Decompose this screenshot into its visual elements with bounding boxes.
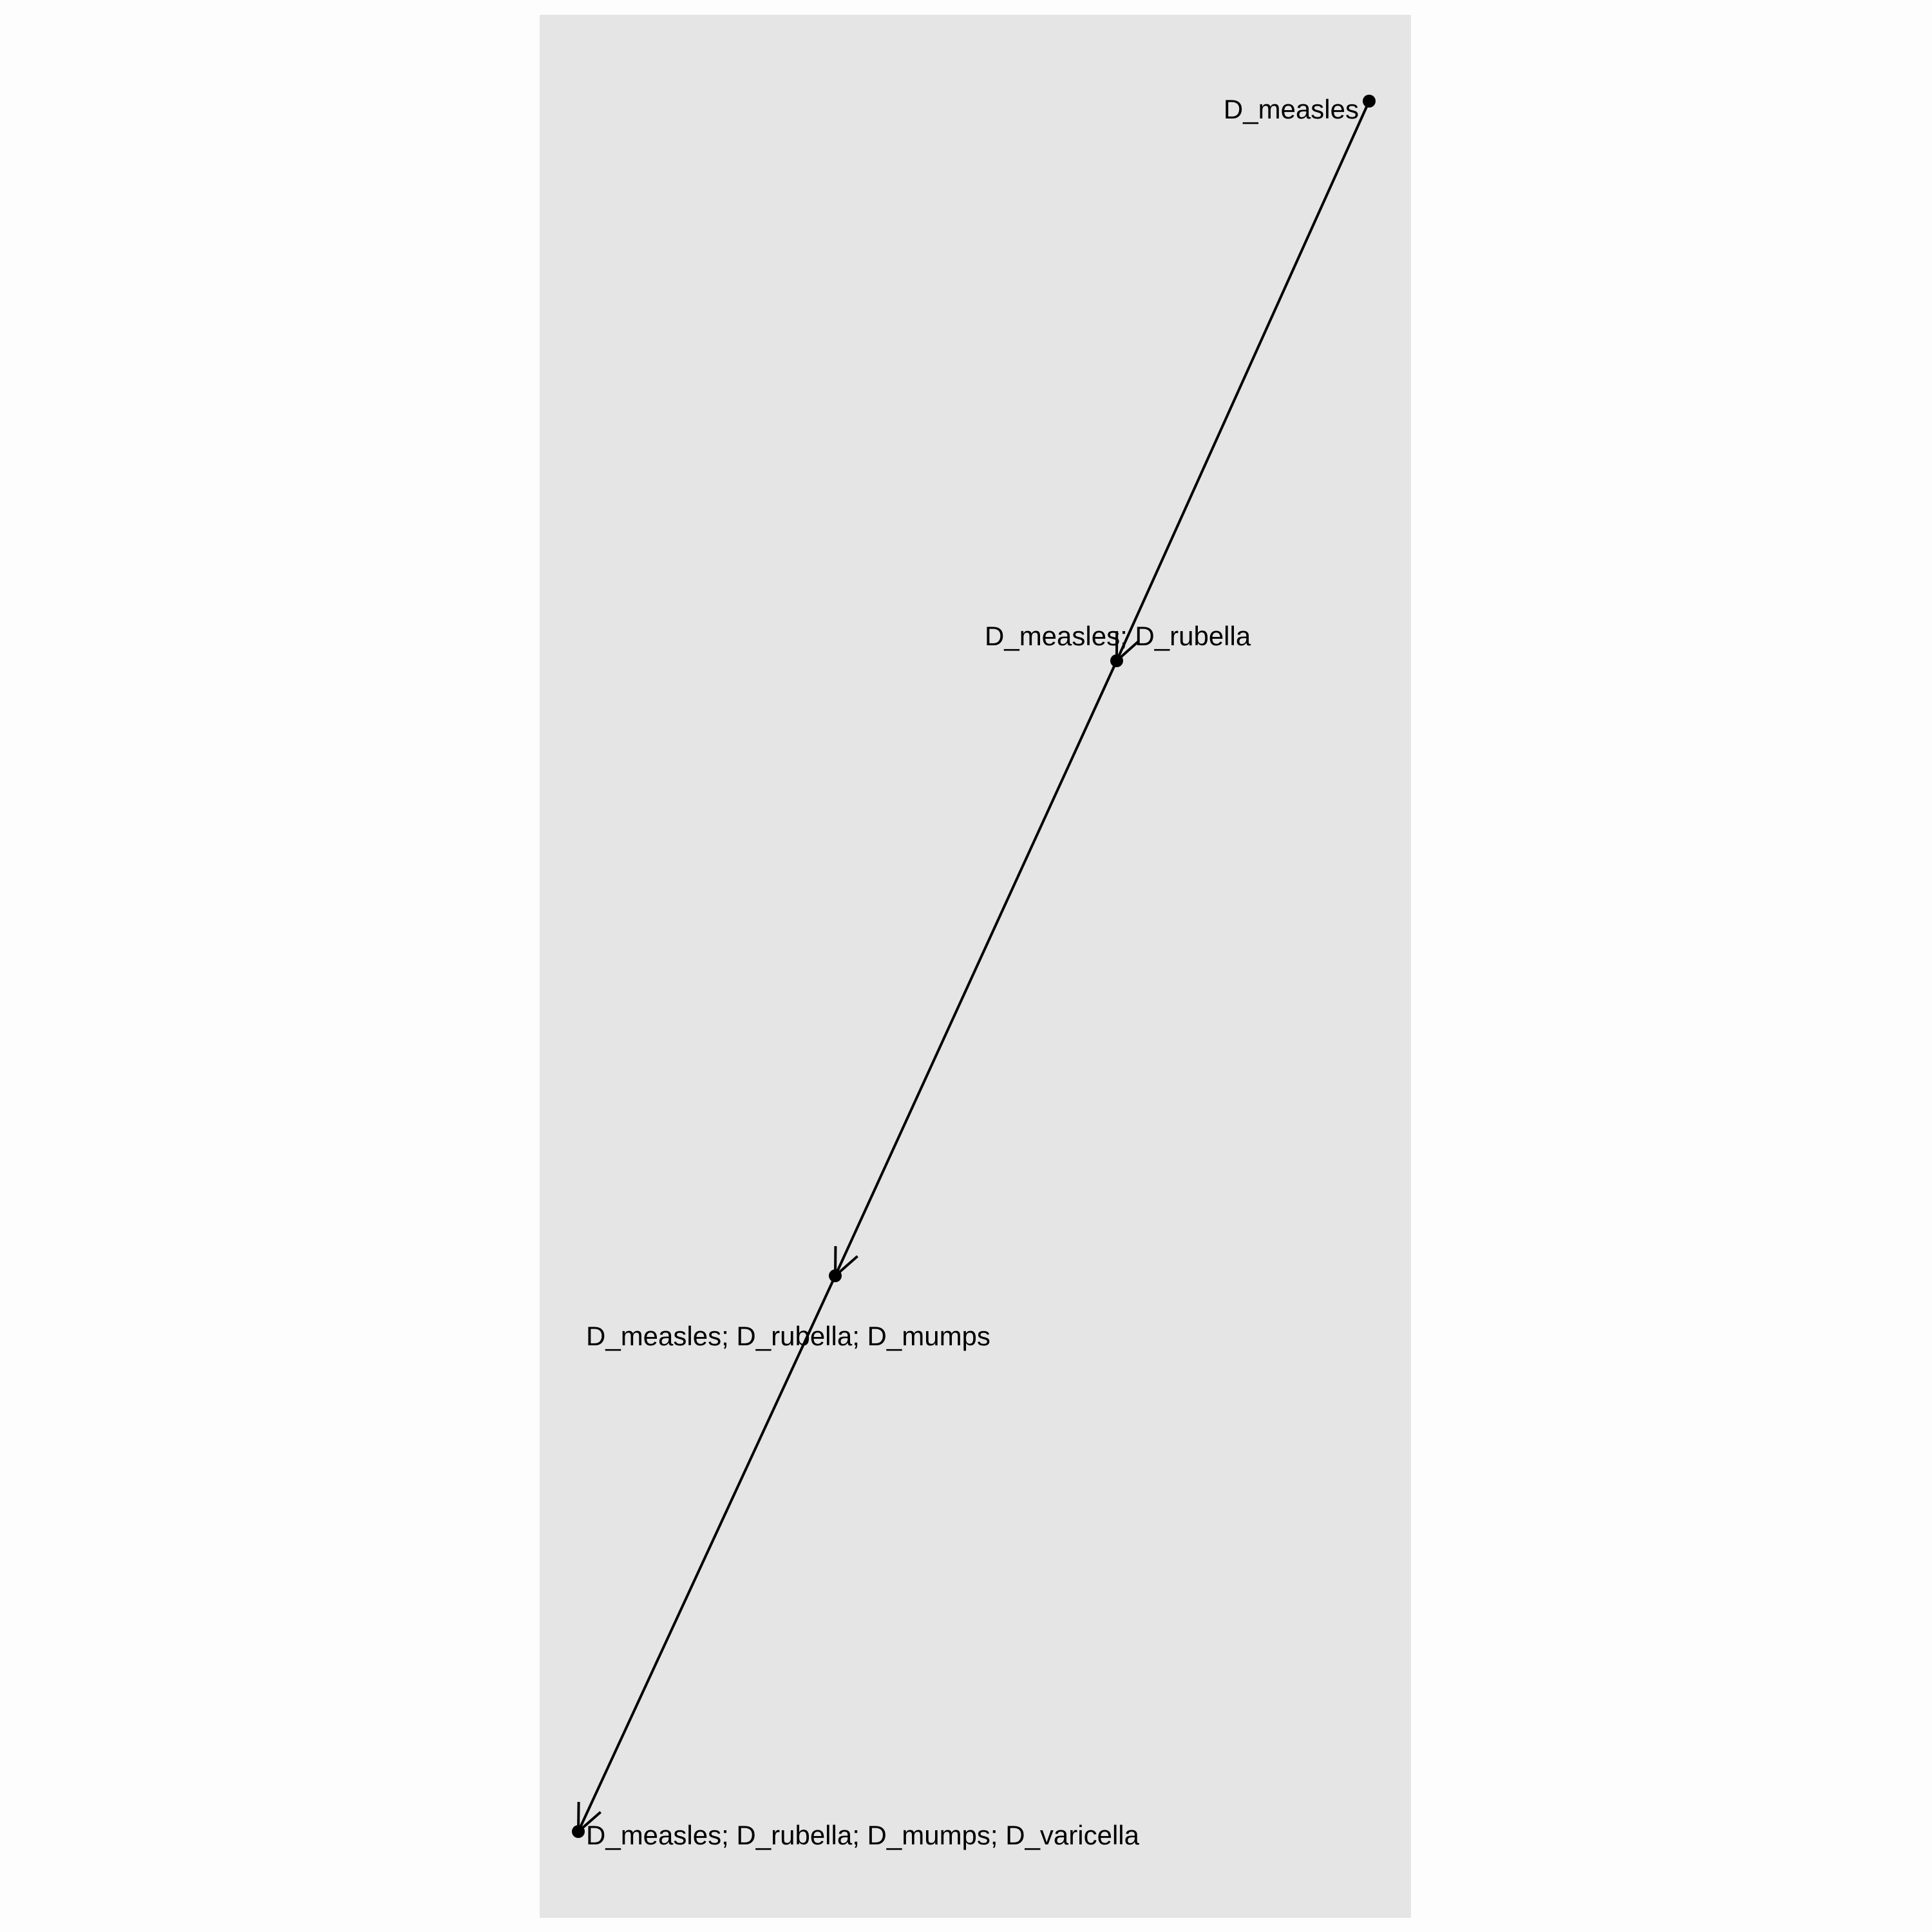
node-label-measles-rubella-mumps-varicella: D_measles; D_rubella; D_mumps; D_varicel…: [586, 1820, 1140, 1850]
edge-line-2: [834, 660, 1118, 1276]
nodes-layer: [572, 95, 1376, 1838]
labels-layer: D_measles D_measles; D_rubella D_measles…: [586, 94, 1359, 1850]
node-label-measles-rubella: D_measles; D_rubella: [985, 621, 1251, 651]
node-point-3: [829, 1269, 842, 1282]
edge-line-1: [1115, 100, 1370, 661]
node-point-1: [1363, 95, 1376, 108]
node-label-measles-rubella-mumps: D_measles; D_rubella; D_mumps: [586, 1321, 990, 1351]
node-point-2: [1110, 654, 1123, 667]
node-label-measles: D_measles: [1224, 94, 1359, 124]
edge-line-3: [577, 1275, 837, 1832]
edges-layer: [576, 100, 1370, 1835]
node-point-4: [572, 1825, 585, 1838]
